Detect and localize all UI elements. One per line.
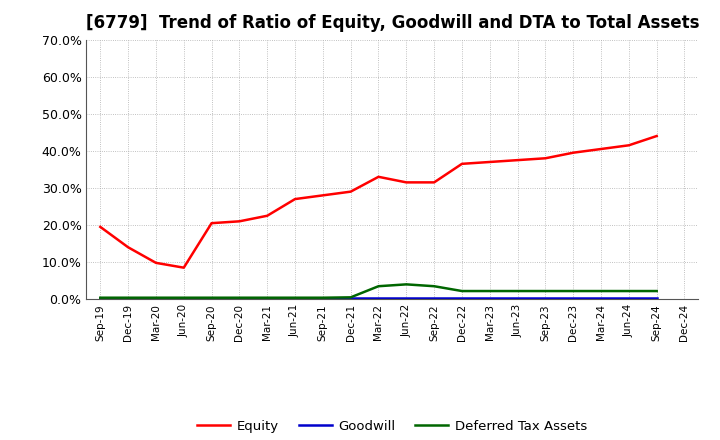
Equity (207, 220, 216, 226)
Deferred Tax Assets (485, 288, 494, 293)
Equity (263, 213, 271, 218)
Equity (124, 245, 132, 250)
Goodwill (374, 295, 383, 301)
Deferred Tax Assets (152, 295, 161, 301)
Goodwill (291, 295, 300, 301)
Deferred Tax Assets (96, 295, 104, 301)
Equity (513, 158, 522, 163)
Deferred Tax Assets (207, 295, 216, 301)
Deferred Tax Assets (179, 295, 188, 301)
Equity (96, 224, 104, 230)
Equity (402, 180, 410, 185)
Equity (235, 219, 243, 224)
Goodwill (124, 295, 132, 301)
Deferred Tax Assets (318, 295, 327, 301)
Deferred Tax Assets (263, 295, 271, 301)
Goodwill (318, 295, 327, 301)
Deferred Tax Assets (458, 288, 467, 293)
Title: [6779]  Trend of Ratio of Equity, Goodwill and DTA to Total Assets: [6779] Trend of Ratio of Equity, Goodwil… (86, 15, 699, 33)
Deferred Tax Assets (291, 295, 300, 301)
Deferred Tax Assets (430, 284, 438, 289)
Goodwill (207, 295, 216, 301)
Equity (318, 193, 327, 198)
Goodwill (402, 295, 410, 301)
Goodwill (652, 295, 661, 301)
Goodwill (152, 295, 161, 301)
Deferred Tax Assets (374, 284, 383, 289)
Line: Equity: Equity (100, 136, 657, 268)
Equity (597, 147, 606, 152)
Goodwill (458, 295, 467, 301)
Goodwill (597, 295, 606, 301)
Goodwill (235, 295, 243, 301)
Equity (346, 189, 355, 194)
Goodwill (624, 295, 633, 301)
Equity (541, 156, 550, 161)
Deferred Tax Assets (235, 295, 243, 301)
Equity (624, 143, 633, 148)
Deferred Tax Assets (541, 288, 550, 293)
Equity (179, 265, 188, 270)
Goodwill (513, 295, 522, 301)
Deferred Tax Assets (569, 288, 577, 293)
Equity (291, 196, 300, 202)
Equity (569, 150, 577, 155)
Goodwill (96, 295, 104, 301)
Equity (152, 260, 161, 265)
Goodwill (569, 295, 577, 301)
Deferred Tax Assets (513, 288, 522, 293)
Deferred Tax Assets (624, 288, 633, 293)
Equity (485, 159, 494, 165)
Goodwill (263, 295, 271, 301)
Deferred Tax Assets (124, 295, 132, 301)
Deferred Tax Assets (402, 282, 410, 287)
Goodwill (485, 295, 494, 301)
Deferred Tax Assets (652, 288, 661, 293)
Deferred Tax Assets (346, 295, 355, 300)
Goodwill (541, 295, 550, 301)
Equity (652, 133, 661, 139)
Legend: Equity, Goodwill, Deferred Tax Assets: Equity, Goodwill, Deferred Tax Assets (192, 415, 593, 438)
Equity (458, 161, 467, 166)
Goodwill (179, 295, 188, 301)
Goodwill (346, 295, 355, 301)
Equity (374, 174, 383, 180)
Goodwill (430, 295, 438, 301)
Equity (430, 180, 438, 185)
Line: Deferred Tax Assets: Deferred Tax Assets (100, 284, 657, 298)
Deferred Tax Assets (597, 288, 606, 293)
